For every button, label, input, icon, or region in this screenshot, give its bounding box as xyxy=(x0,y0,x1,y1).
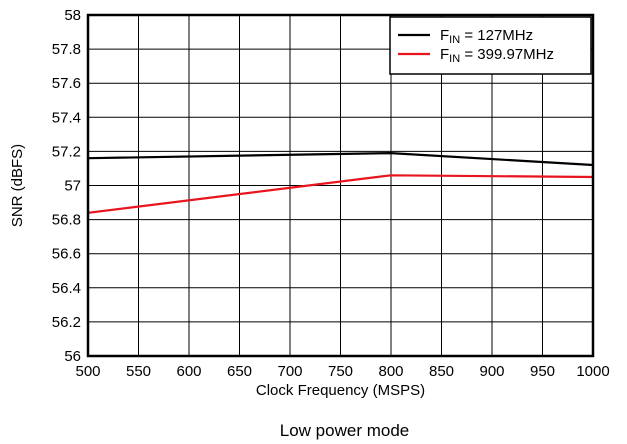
legend-label-1: FIN = 399.97MHz xyxy=(440,46,554,65)
x-tick-label-4: 700 xyxy=(277,363,302,380)
x-tick-label-5: 750 xyxy=(328,363,353,380)
legend-label-0: FIN = 127MHz xyxy=(440,27,533,46)
series-line-0 xyxy=(87,151,594,167)
plot-frame xyxy=(86,13,595,358)
series-lines xyxy=(87,151,594,214)
chart-caption: Low power mode xyxy=(280,421,409,440)
x-tick-label-3: 650 xyxy=(227,363,252,380)
x-tick-label-0: 500 xyxy=(75,363,100,380)
y-tick-label-4: 56.8 xyxy=(52,212,81,229)
series-line-1 xyxy=(87,174,594,214)
x-tick-label-10: 1000 xyxy=(576,363,609,380)
x-tick-label-2: 600 xyxy=(176,363,201,380)
x-tick-labels: 500 550 600 650 700 750 800 850 900 950 1000 xyxy=(75,363,609,380)
y-tick-label-7: 57.4 xyxy=(52,109,81,126)
x-axis-label: Clock Frequency (MSPS) xyxy=(256,382,425,399)
y-axis-label: SNR (dBFS) xyxy=(9,144,26,227)
x-tick-label-1: 550 xyxy=(126,363,151,380)
y-tick-label-8: 57.6 xyxy=(52,75,81,92)
y-tick-labels: 56 56.2 56.4 56.6 56.8 57 57.2 57.4 57.6 57.8 58 xyxy=(52,7,81,365)
x-tick-label-7: 850 xyxy=(429,363,454,380)
legend-box xyxy=(389,16,592,75)
x-tick-label-6: 800 xyxy=(378,363,403,380)
y-tick-label-9: 57.8 xyxy=(52,41,81,58)
y-tick-label-5: 57 xyxy=(64,178,81,195)
y-tick-label-3: 56.6 xyxy=(52,246,81,263)
y-tick-label-10: 58 xyxy=(64,7,81,24)
y-tick-label-0: 56 xyxy=(64,348,81,365)
x-tick-label-9: 950 xyxy=(530,363,555,380)
y-tick-label-2: 56.4 xyxy=(52,280,81,297)
y-tick-label-6: 57.2 xyxy=(52,143,81,160)
y-tick-label-1: 56.2 xyxy=(52,314,81,331)
x-tick-label-8: 900 xyxy=(479,363,504,380)
